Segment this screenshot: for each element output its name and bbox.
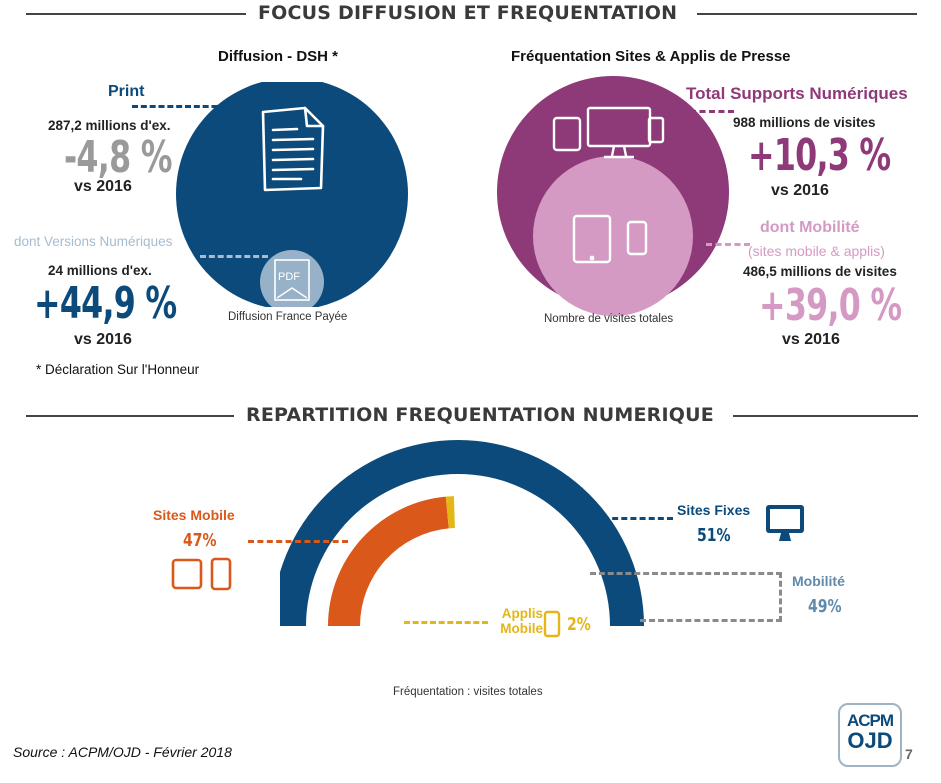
applis-mobile-label: Applis Mobile	[500, 606, 543, 636]
logo-bottom-text: OJD	[847, 728, 893, 753]
mobile-leader	[706, 243, 750, 246]
numeric-change: +44,9 %	[34, 278, 177, 329]
total-leader	[690, 110, 734, 113]
applis-mobile-pct: 2%	[567, 614, 591, 635]
numeric-amount: 24 millions d'ex.	[48, 263, 152, 278]
pdf-icon	[260, 250, 324, 307]
frequentation-heading: Fréquentation Sites & Applis de Presse	[511, 48, 791, 65]
total-vs: vs 2016	[771, 182, 829, 199]
numeric-leader	[200, 255, 268, 258]
diffusion-circle	[176, 82, 408, 307]
tablet-icon	[171, 558, 203, 590]
frequentation-circle-caption: Nombre de visites totales	[544, 313, 674, 325]
sites-fixes-pct: 51%	[697, 525, 731, 546]
print-label: Print	[108, 83, 145, 100]
document-icon	[261, 106, 325, 192]
page-number: 7	[905, 746, 913, 762]
mobilite-leader-top	[590, 572, 782, 575]
phone-icon	[543, 610, 561, 638]
section1-rule-left	[26, 13, 246, 15]
mobilite-leader-bottom	[640, 619, 782, 622]
numeric-vs: vs 2016	[74, 331, 132, 348]
mobile-amount: 486,5 millions de visites	[743, 264, 897, 279]
phone-icon	[210, 557, 232, 591]
logo-top-text: ACPM	[846, 711, 894, 730]
sites-mobile-leader	[248, 540, 348, 543]
print-amount: 287,2 millions d'ex.	[48, 118, 171, 133]
inner-slice-applis-mobile	[445, 496, 455, 529]
sites-mobile-label: Sites Mobile	[153, 507, 235, 523]
phone-icon	[626, 220, 648, 256]
mobile-vs: vs 2016	[782, 331, 840, 348]
source-text: Source : ACPM/OJD - Février 2018	[13, 744, 232, 760]
applis-mobile-leader	[404, 621, 488, 624]
total-label: Total Supports Numériques	[686, 84, 908, 103]
acpm-ojd-logo: ACPM OJD	[838, 703, 902, 767]
section2-rule-left	[26, 415, 234, 417]
tablet-icon	[572, 214, 612, 264]
section1-title: FOCUS DIFFUSION ET FREQUENTATION	[258, 2, 678, 24]
sites-fixes-label: Sites Fixes	[677, 502, 751, 518]
inner-slice-sites-mobile	[328, 496, 449, 626]
numeric-label: dont Versions Numériques	[14, 234, 173, 249]
sites-fixes-leader	[603, 517, 673, 520]
print-change: -4,8 %	[64, 132, 172, 183]
repartition-chart	[280, 440, 644, 626]
section2-rule-right	[733, 415, 918, 417]
diffusion-heading: Diffusion - DSH *	[218, 48, 338, 65]
print-vs: vs 2016	[74, 178, 132, 195]
monitor-icon	[766, 505, 804, 541]
mobile-change: +39,0 %	[759, 280, 902, 331]
diffusion-circle-caption: Diffusion France Payée	[228, 311, 348, 323]
phone-icon	[647, 116, 665, 144]
chart-caption: Fréquentation : visites totales	[393, 686, 543, 698]
total-amount: 988 millions de visites	[733, 115, 876, 130]
footnote: * Déclaration Sur l'Honneur	[36, 362, 200, 377]
outer-slice-sites-fixes	[280, 440, 644, 626]
mobile-sublabel: (sites mobile & applis)	[748, 243, 885, 259]
mobilite-label: Mobilité	[792, 573, 845, 589]
frequentation-circles	[497, 76, 729, 316]
section2-title: REPARTITION FREQUENTATION NUMERIQUE	[246, 404, 714, 426]
print-leader	[132, 105, 244, 108]
sites-mobile-devices	[171, 557, 232, 591]
mobilite-pct: 49%	[808, 596, 842, 617]
mobile-label: dont Mobilité	[760, 219, 860, 236]
section1-rule-right	[697, 13, 917, 15]
tablet-icon	[552, 116, 582, 152]
total-change: +10,3 %	[748, 130, 891, 181]
sites-mobile-pct: 47%	[183, 530, 217, 551]
pdf-label: PDF	[278, 271, 300, 283]
mobilite-leader-vertical	[779, 572, 782, 622]
